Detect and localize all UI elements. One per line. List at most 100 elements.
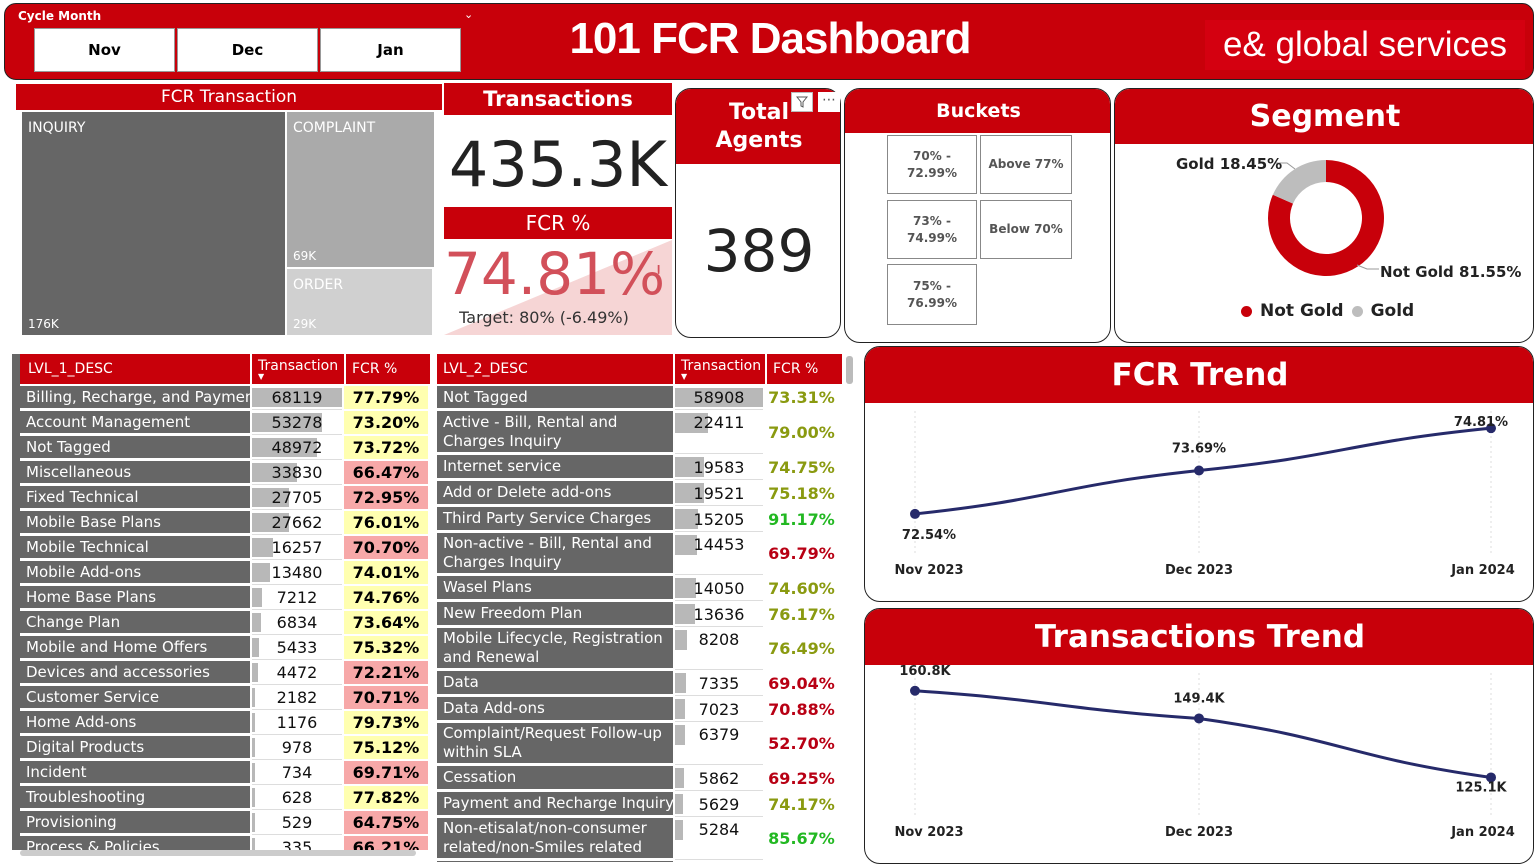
donut-slice-notgold[interactable] [1268,160,1384,276]
table-row[interactable]: Troubleshooting 628 77.82% [20,786,428,810]
row-name: Not Tagged [437,386,673,410]
row-transaction: 58908 [675,386,763,410]
row-name: Home Add-ons [20,711,250,735]
transaction-bar [252,488,289,507]
tx-point[interactable] [910,685,920,696]
row-name: Change Plan [20,611,250,635]
row-transaction: 734 [252,761,342,785]
table-row[interactable]: Fixed Technical 27705 72.95% [20,486,428,510]
table-row[interactable]: Mobile Technical 16257 70.70% [20,536,428,560]
row-name: Mobile Technical [20,536,250,560]
lvl2-scrollbar[interactable] [846,356,853,384]
table-row[interactable]: Change Plan 6834 73.64% [20,611,428,635]
table-row[interactable]: Mobile Lifecycle, Registration and Renew… [437,628,838,670]
table-row[interactable]: Add or Delete add-ons 19521 75.18% [437,481,838,506]
fcr-data-label: 74.81% [1454,415,1508,430]
transaction-value: 7212 [276,588,318,607]
table-row[interactable]: Complaint/Request Follow-up within SLA 63… [437,723,838,765]
fcr-gauge-background [444,240,672,335]
row-fcr: 73.64% [344,611,428,635]
table-row[interactable]: Devices and accessories 4472 72.21% [20,661,428,685]
table-row[interactable]: Non-etisalat/non-consumer related/non-Sm… [437,818,838,860]
legend-notgold[interactable]: Not Gold [1260,301,1344,321]
lvl2-header-name[interactable]: LVL_2_DESC [437,354,673,384]
table-row[interactable]: Customer Service 2182 70.71% [20,686,428,710]
lvl1-header-transaction[interactable]: Transaction ▼ [252,354,344,384]
table-row[interactable]: New Freedom Plan 13636 76.17% [437,602,838,627]
month-button-jan[interactable]: Jan [320,28,461,72]
table-row[interactable]: Process & Policies 335 66.21% [20,836,428,850]
transaction-value: 5433 [276,638,318,657]
table-row[interactable]: Provisioning 529 64.75% [20,811,428,835]
fcr-point[interactable] [910,508,920,519]
table-row[interactable]: Not Tagged 48972 73.72% [20,436,428,460]
table-row[interactable]: Data 7335 69.04% [437,671,838,696]
bucket-73-74[interactable]: 73% - 74.99% [887,200,977,259]
row-transaction: 48972 [252,436,342,460]
table-row[interactable]: Account Management 53278 73.20% [20,411,428,435]
transaction-bar [252,713,255,732]
bucket-70-72[interactable]: 70% - 72.99% [887,135,977,194]
row-fcr: 74.75% [765,455,838,480]
table-row[interactable]: Mobile Add-ons 13480 74.01% [20,561,428,585]
tx-point[interactable] [1194,713,1204,724]
table-row[interactable]: Digital Products 978 75.12% [20,736,428,760]
transactions-title: Transactions [444,83,672,115]
fcr-point[interactable] [1194,465,1204,476]
bucket-75-76[interactable]: 75% - 76.99% [887,264,977,325]
fcr-x-tick-label: Nov 2023 [895,563,964,578]
table-row[interactable]: Third Party Service Charges 15205 91.17% [437,507,838,532]
month-button-nov[interactable]: Nov [34,28,175,72]
row-name: Mobile Lifecycle, Registration and Renew… [437,628,673,670]
table-row[interactable]: Payment and Recharge Inquiry 5629 74.17% [437,792,838,817]
table-row[interactable]: Wasel Plans 14050 74.60% [437,576,838,601]
treemap-cell-order[interactable]: ORDER 29K [287,269,432,335]
donut-slice-gold[interactable] [1272,160,1326,204]
treemap-cell-complaint[interactable]: COMPLAINT 69K [287,112,434,267]
row-name: Mobile Base Plans [20,511,250,535]
bucket-above-77[interactable]: Above 77% [980,135,1072,194]
more-options-icon[interactable]: ⋯ [818,92,840,112]
lvl1-header-name[interactable]: LVL_1_DESC [20,354,250,384]
bucket-below-70[interactable]: Below 70% [980,200,1072,259]
table-row[interactable]: Mobile and Home Offers 5433 75.32% [20,636,428,660]
row-fcr: 70.71% [344,686,428,710]
table-row[interactable]: Billing, Recharge, and Payment 68119 77.79… [20,386,428,410]
treemap-cell-inquiry[interactable]: INQUIRY 176K [22,112,285,335]
table-row[interactable]: Cessation 5862 69.25% [437,766,838,791]
table-row[interactable]: Not Tagged 58908 73.31% [437,386,838,410]
month-button-dec[interactable]: Dec [177,28,318,72]
lvl2-header-transaction[interactable]: Transaction ▼ [675,354,765,384]
row-name: Complaint/Request Follow-up within SLA [437,723,673,765]
agents-title-line2: Agents [715,128,803,153]
fcr-point[interactable] [1486,423,1496,434]
table-row[interactable]: Miscellaneous 33830 66.47% [20,461,428,485]
row-name: Data [437,671,673,696]
lvl1-scrollbar[interactable] [20,850,416,856]
legend-gold[interactable]: Gold [1370,301,1415,321]
segment-donut[interactable] [1265,157,1387,279]
lvl2-header-fcr[interactable]: FCR % [767,354,842,384]
legend-dot-notgold [1241,305,1252,317]
transaction-value: 14453 [693,535,745,554]
table-row[interactable]: Active - Bill, Rental and Charges Inquir… [437,411,838,454]
chevron-down-icon[interactable]: ⌄ [464,8,474,21]
table-row[interactable]: Incident 734 69.71% [20,761,428,785]
row-transaction: 6379 [675,723,763,765]
table-row[interactable]: Mobile Base Plans 27662 76.01% [20,511,428,535]
filter-icon[interactable] [791,92,813,112]
fcr-x-tick-label: Jan 2024 [1450,563,1515,578]
row-transaction: 529 [252,811,342,835]
table-row[interactable]: Internet service 19583 74.75% [437,455,838,480]
table-row[interactable]: Non-active - Bill, Rental and Charges In… [437,533,838,575]
lvl1-header-fcr[interactable]: FCR % [346,354,430,384]
table-row[interactable]: Home Add-ons 1176 79.73% [20,711,428,735]
table-row[interactable]: Data Add-ons 7023 70.88% [437,697,838,722]
table-row[interactable]: Change Plan - Mobile or Home479769.92% [437,861,838,862]
tx-point[interactable] [1486,772,1496,783]
table-row[interactable]: Home Base Plans 7212 74.76% [20,586,428,610]
transaction-bar [252,788,255,807]
row-transaction: 27705 [252,486,342,510]
row-transaction: 16257 [252,536,342,560]
transaction-value: 19583 [693,457,745,477]
